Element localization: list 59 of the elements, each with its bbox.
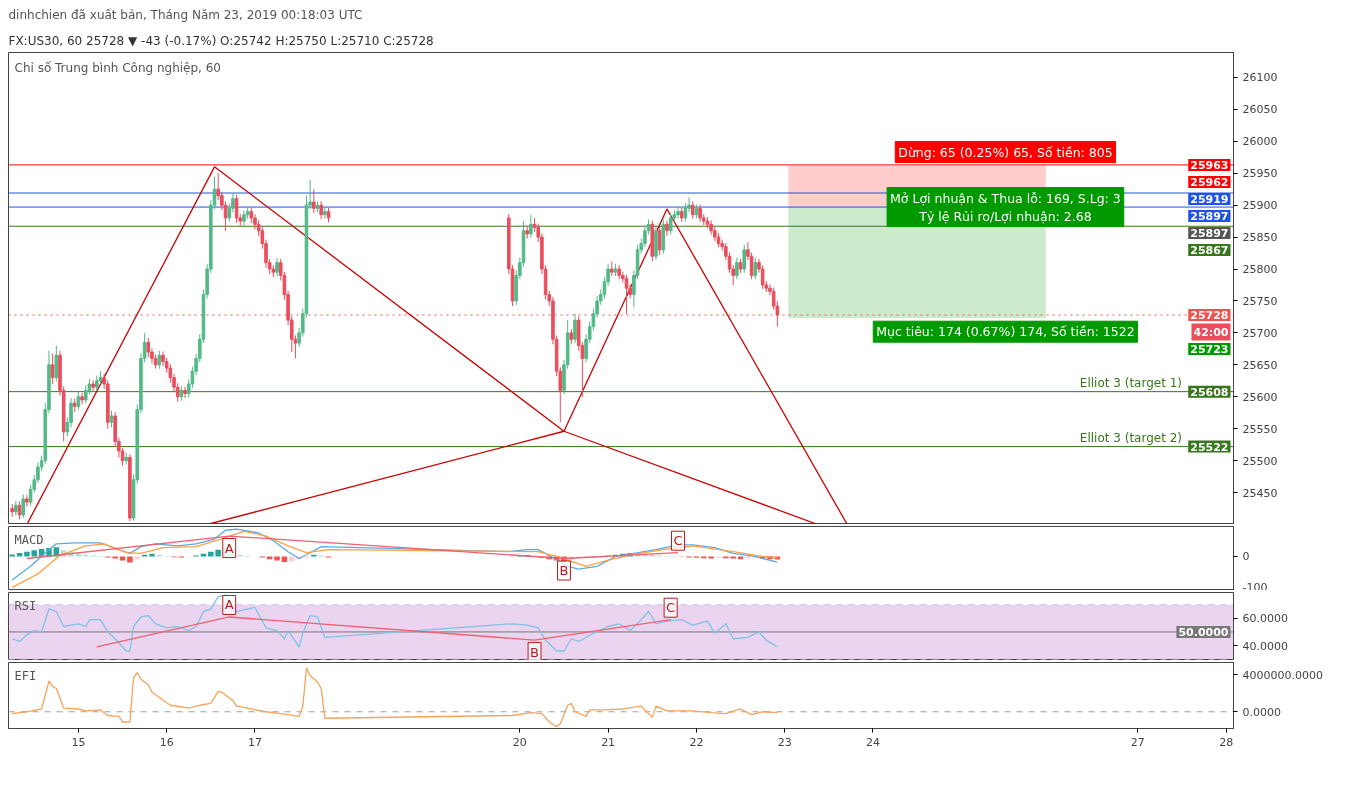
annotation: Mở Lợi nhuận & Thua lỗ: 169, S.Lg: 3 Tỷ lệ Rủi ro/Lợi nhuận: 2.68 xyxy=(890,190,1121,224)
ref-line-label: 25867 xyxy=(1190,243,1229,257)
x-tick-label: 17 xyxy=(247,735,262,749)
y-tick-label: 25500 xyxy=(1242,454,1278,468)
y-tick-label: 25600 xyxy=(1242,390,1278,404)
y-tick-label: 25550 xyxy=(1242,422,1278,436)
annotation: C xyxy=(673,533,683,549)
annotation: 25723 xyxy=(1190,343,1229,357)
annotation: Chỉ số Trung bình Công nghiệp, 60 xyxy=(14,60,221,75)
y-tick-label: 25450 xyxy=(1242,486,1278,500)
ref-line-label: 25522 xyxy=(1190,440,1229,454)
annotation: 25897 xyxy=(1190,226,1229,240)
chart-subtitle: FX:US30, 60 25728 ▼ -43 (-0.17%) O:25742 H:25750 L:25710 C:25728 xyxy=(8,33,434,48)
x-tick-label: 16 xyxy=(159,735,174,749)
y-tick-label: 4000000.0000 xyxy=(1242,668,1323,682)
annotation: A xyxy=(224,597,234,613)
x-tick-label: 28 xyxy=(1219,735,1234,749)
chart-title: MACD xyxy=(14,532,44,547)
y-tick-label: 26000 xyxy=(1242,135,1278,149)
legend-label: 25897 xyxy=(1190,209,1229,223)
y-tick-label: 25900 xyxy=(1242,199,1278,213)
annotation: Mục tiêu: 174 (0.67%) 174, Số tiền: 1522 xyxy=(876,324,1135,340)
annotation: B xyxy=(559,563,569,578)
annotation: 42:00 xyxy=(1193,325,1229,339)
x-tick-label: 23 xyxy=(777,735,792,749)
y-tick-label: 60.0000 xyxy=(1242,612,1288,626)
annotation: Elliot 3 (target 1) xyxy=(1079,375,1183,390)
text: RSI xyxy=(14,598,37,613)
text: EFI xyxy=(14,668,37,683)
y-tick-label: 26100 xyxy=(1242,71,1278,85)
x-tick-label: 21 xyxy=(601,735,616,749)
y-tick-label: 0 xyxy=(1242,550,1250,564)
annotation: Dừng: 65 (0.25%) 65, Số tiền: 805 xyxy=(898,144,1113,160)
x-tick-label: 15 xyxy=(71,735,86,749)
ref-line-label: 25919 xyxy=(1190,192,1229,206)
y-tick-label: -100 xyxy=(1242,580,1268,594)
y-tick-label: 0.0000 xyxy=(1242,705,1281,719)
y-tick-label: 25950 xyxy=(1242,167,1278,181)
x-tick-label: 24 xyxy=(865,735,880,749)
y-tick-label: 25650 xyxy=(1242,358,1278,372)
y-tick-label: 40.0000 xyxy=(1242,639,1288,653)
y-tick-label: 26050 xyxy=(1242,103,1278,117)
annotation: C xyxy=(666,600,676,616)
y-tick-label: 25700 xyxy=(1242,326,1278,340)
annotation: A xyxy=(224,540,234,556)
ref-line-label: 25963 xyxy=(1190,158,1229,172)
annotation: B xyxy=(530,644,540,660)
ref-line-label: 25608 xyxy=(1190,385,1229,399)
chart-title: dinhchien đã xuất bản, Tháng Năm 23, 2019 00:18:03 UTC xyxy=(8,7,363,22)
y-tick-label: 25850 xyxy=(1242,231,1278,245)
x-tick-label: 27 xyxy=(1130,735,1145,749)
x-tick-label: 20 xyxy=(512,735,527,749)
ref-line-label: 25728 xyxy=(1190,309,1229,323)
ref-line-label: 50.0000 xyxy=(1178,625,1229,639)
annotation: Elliot 3 (target 2) xyxy=(1079,430,1183,445)
y-tick-label: 25750 xyxy=(1242,294,1278,308)
annotation: 25962 xyxy=(1190,175,1229,189)
x-tick-label: 22 xyxy=(689,735,704,749)
y-tick-label: 25800 xyxy=(1242,263,1278,277)
